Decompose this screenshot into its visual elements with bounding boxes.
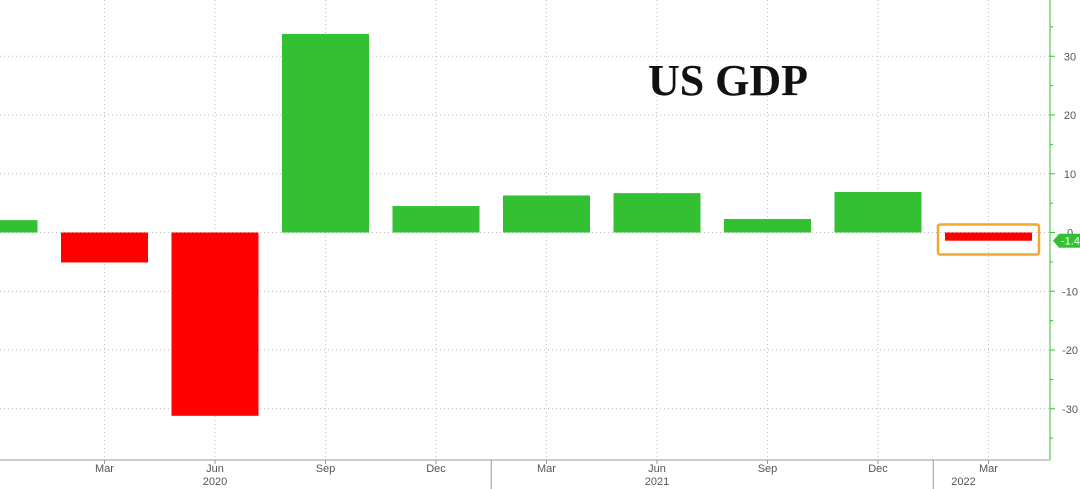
chart-title: US GDP [648,56,808,105]
x-tick-label: Mar [979,463,998,475]
bar-dec-2020 [392,206,480,233]
bar-jun-2021 [613,193,701,233]
bar-mar-2020 [61,232,148,263]
x-tick-label: Dec [426,463,446,475]
bar-dec-2019 [0,220,38,233]
highlight-box [936,223,1041,256]
bar-mar-2021 [503,195,590,233]
bar-mar-2022 [945,232,1032,241]
x-tick-label: Mar [95,463,114,475]
x-tick-label: Dec [868,463,888,475]
x-tick-label: Sep [758,463,778,475]
year-label: 2020 [203,476,227,488]
x-tick-label: Mar [537,463,556,475]
y-tick-label: 20 [1064,110,1076,122]
y-tick-label: -30 [1062,404,1078,416]
x-tick-label: Jun [206,463,224,475]
bar-sep-2020 [282,33,369,233]
year-label: 2022 [951,476,975,488]
badge-arrow [1053,233,1059,248]
last-value-badge: -1.4 [1053,233,1080,248]
last-value-badge-text: -1.4 [1061,236,1080,248]
bar-sep-2021 [724,218,811,233]
y-tick-label: 30 [1064,51,1076,63]
x-tick-label: Jun [648,463,666,475]
bar-dec-2021 [834,191,922,233]
y-tick-label: -20 [1062,345,1078,357]
y-tick-label: -10 [1062,286,1078,298]
y-tick-label: 0 [1067,228,1073,240]
bar-jun-2020 [171,232,259,416]
y-axis: 30 20 10 0 -10 -20 -30 [1050,26,1078,439]
year-label: 2021 [645,476,669,488]
last-value-badge-bg [1059,233,1080,248]
y-tick-label: 10 [1064,169,1076,181]
bars [0,33,1032,416]
x-axis: Mar Jun Sep Dec Mar Jun Sep Dec Mar 2020 2021 2022 [0,459,1050,489]
x-tick-label: Sep [316,463,336,475]
